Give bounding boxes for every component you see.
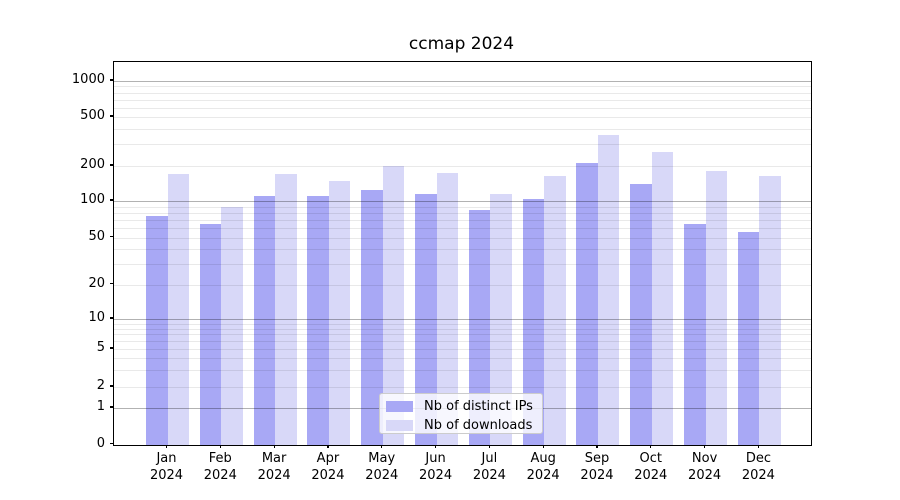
y-tick-mark-100	[109, 199, 113, 201]
legend-swatch-distinct-ips-icon	[386, 400, 413, 412]
bar-nb-of-downloads-jan-2024	[167, 174, 189, 445]
y-tick-label-10: 10	[88, 310, 105, 325]
bar-nb-of-downloads-feb-2024	[221, 206, 243, 445]
y-tick-mark-1000	[109, 79, 113, 81]
bar-nb-of-distinct-ips-apr-2024	[307, 196, 329, 445]
x-tick-mark-may-2024	[381, 444, 383, 449]
bar-nb-of-distinct-ips-jan-2024	[146, 216, 168, 445]
y-tick-label-50: 50	[88, 228, 105, 244]
x-tick-label-sep-2024: Sep 2024	[580, 451, 614, 483]
x-tick-label-jun-2024: Jun 2024	[419, 451, 453, 483]
y-tick-mark-500	[109, 115, 113, 117]
y-tick-label-200: 200	[80, 157, 105, 172]
y-tick-label-20: 20	[88, 275, 105, 291]
bar-nb-of-downloads-oct-2024	[651, 151, 674, 445]
bar-nb-of-distinct-ips-aug-2024	[522, 198, 545, 445]
bar-nb-of-distinct-ips-mar-2024	[253, 196, 276, 445]
bar-nb-of-downloads-aug-2024	[544, 175, 566, 445]
bar-nb-of-distinct-ips-nov-2024	[684, 223, 706, 445]
x-tick-label-feb-2024: Feb 2024	[203, 451, 237, 483]
bar-nb-of-distinct-ips-dec-2024	[737, 232, 760, 445]
x-tick-mark-jul-2024	[488, 444, 490, 449]
y-tick-mark-20	[109, 282, 113, 285]
x-tick-label-mar-2024: Mar 2024	[257, 451, 291, 483]
y-tick-mark-2	[109, 385, 113, 387]
x-tick-mark-aug-2024	[542, 444, 544, 449]
x-tick-mark-sep-2024	[596, 444, 598, 449]
bar-nb-of-downloads-jul-2024	[490, 193, 512, 445]
legend-item-distinct-ips: Nb of distinct IPs	[380, 397, 542, 416]
x-tick-label-nov-2024: Nov 2024	[688, 451, 722, 483]
y-tick-label-2: 2	[96, 378, 105, 393]
bar-nb-of-distinct-ips-feb-2024	[199, 223, 222, 445]
y-tick-mark-5	[109, 347, 113, 349]
y-tick-label-1000: 1000	[71, 72, 105, 87]
bars-layer	[114, 62, 811, 445]
y-tick-mark-200	[109, 164, 113, 166]
x-tick-label-dec-2024: Dec 2024	[741, 451, 775, 483]
x-tick-mark-jan-2024	[165, 444, 168, 449]
y-tick-label-1: 1	[96, 399, 105, 414]
legend-label-downloads: Nb of downloads	[424, 417, 533, 433]
bar-nb-of-downloads-sep-2024	[597, 135, 620, 445]
legend-label-distinct-ips: Nb of distinct IPs	[424, 398, 533, 414]
x-tick-mark-feb-2024	[219, 444, 221, 449]
x-tick-label-oct-2024: Oct 2024	[634, 451, 668, 483]
y-tick-label-500: 500	[80, 108, 105, 123]
x-tick-label-aug-2024: Aug 2024	[526, 451, 560, 483]
bar-nb-of-downloads-dec-2024	[759, 175, 781, 445]
legend: Nb of distinct IPs Nb of downloads	[379, 392, 543, 435]
y-tick-mark-10	[109, 317, 113, 319]
x-tick-label-apr-2024: Apr 2024	[311, 451, 345, 483]
y-tick-mark-0	[109, 442, 113, 445]
bar-nb-of-distinct-ips-jun-2024	[415, 193, 437, 445]
y-tick-mark-1	[109, 406, 113, 408]
x-tick-mark-mar-2024	[273, 444, 275, 449]
x-tick-mark-dec-2024	[757, 444, 759, 449]
y-tick-label-100: 100	[80, 192, 105, 207]
x-tick-mark-apr-2024	[327, 444, 329, 449]
bar-nb-of-downloads-may-2024	[382, 166, 405, 445]
plot-area	[113, 61, 812, 446]
legend-item-downloads: Nb of downloads	[380, 416, 542, 435]
x-tick-mark-jun-2024	[434, 444, 437, 449]
legend-swatch-downloads-icon	[386, 419, 413, 431]
x-tick-label-may-2024: May 2024	[365, 451, 399, 483]
bar-nb-of-downloads-jun-2024	[436, 172, 459, 445]
chart-title: ccmap 2024	[408, 34, 515, 54]
x-tick-mark-nov-2024	[704, 444, 706, 449]
x-tick-label-jul-2024: Jul 2024	[472, 451, 506, 483]
x-tick-label-jan-2024: Jan 2024	[149, 451, 184, 483]
y-tick-mark-50	[109, 235, 113, 238]
bar-nb-of-downloads-apr-2024	[328, 180, 351, 445]
bar-nb-of-distinct-ips-sep-2024	[576, 163, 598, 445]
y-tick-label-5: 5	[96, 340, 105, 355]
bar-nb-of-distinct-ips-jul-2024	[468, 209, 491, 445]
bar-nb-of-downloads-mar-2024	[275, 174, 297, 445]
bar-nb-of-distinct-ips-oct-2024	[630, 184, 652, 445]
y-tick-label-0: 0	[96, 435, 105, 451]
bar-nb-of-distinct-ips-may-2024	[361, 189, 383, 445]
bar-nb-of-downloads-nov-2024	[705, 171, 728, 445]
x-tick-mark-oct-2024	[650, 444, 652, 449]
